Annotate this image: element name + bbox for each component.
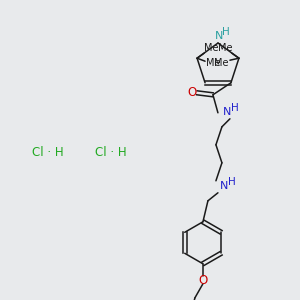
Text: H: H bbox=[231, 103, 239, 113]
Text: Cl · H: Cl · H bbox=[32, 146, 64, 158]
Text: Cl · H: Cl · H bbox=[95, 146, 127, 158]
Text: Me: Me bbox=[206, 58, 220, 68]
Text: N: N bbox=[223, 107, 231, 117]
Text: O: O bbox=[187, 86, 196, 99]
Text: Me: Me bbox=[204, 43, 218, 53]
Text: O: O bbox=[198, 274, 208, 287]
Text: N: N bbox=[220, 181, 228, 191]
Text: N: N bbox=[215, 31, 223, 41]
Text: H: H bbox=[228, 177, 236, 187]
Text: Me: Me bbox=[214, 58, 228, 68]
Text: H: H bbox=[222, 27, 230, 37]
Text: Me: Me bbox=[218, 43, 232, 53]
